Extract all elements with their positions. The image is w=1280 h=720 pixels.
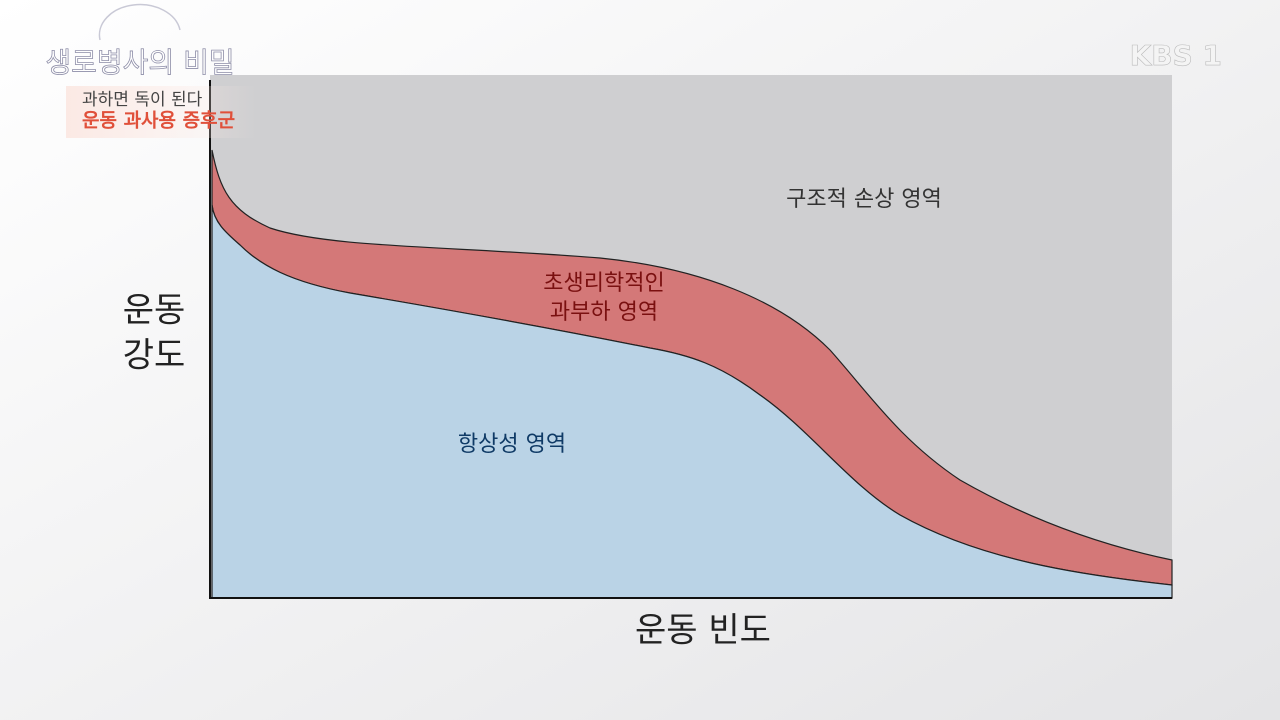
region-label: 구조적 손상 영역	[786, 187, 942, 212]
caption-box	[66, 86, 256, 138]
x-axis-label: 운동 빈도	[635, 611, 771, 651]
program-logo: 생로병사의 비밀	[45, 46, 234, 79]
region-label: 과부하 영역	[550, 300, 658, 325]
logo-arc	[98, 3, 181, 41]
channel-logo: KBS 1	[1130, 39, 1222, 72]
region-label: 항상성 영역	[458, 432, 566, 457]
y-axis-label: 강도	[123, 336, 186, 376]
caption-subtitle: 과하면 독이 된다	[82, 90, 203, 110]
caption-topic: 운동 과사용 증후군	[82, 110, 235, 132]
homeostasis-region	[211, 204, 1173, 599]
region-label: 초생리학적인	[543, 271, 664, 296]
y-axis-label: 운동	[123, 291, 186, 331]
